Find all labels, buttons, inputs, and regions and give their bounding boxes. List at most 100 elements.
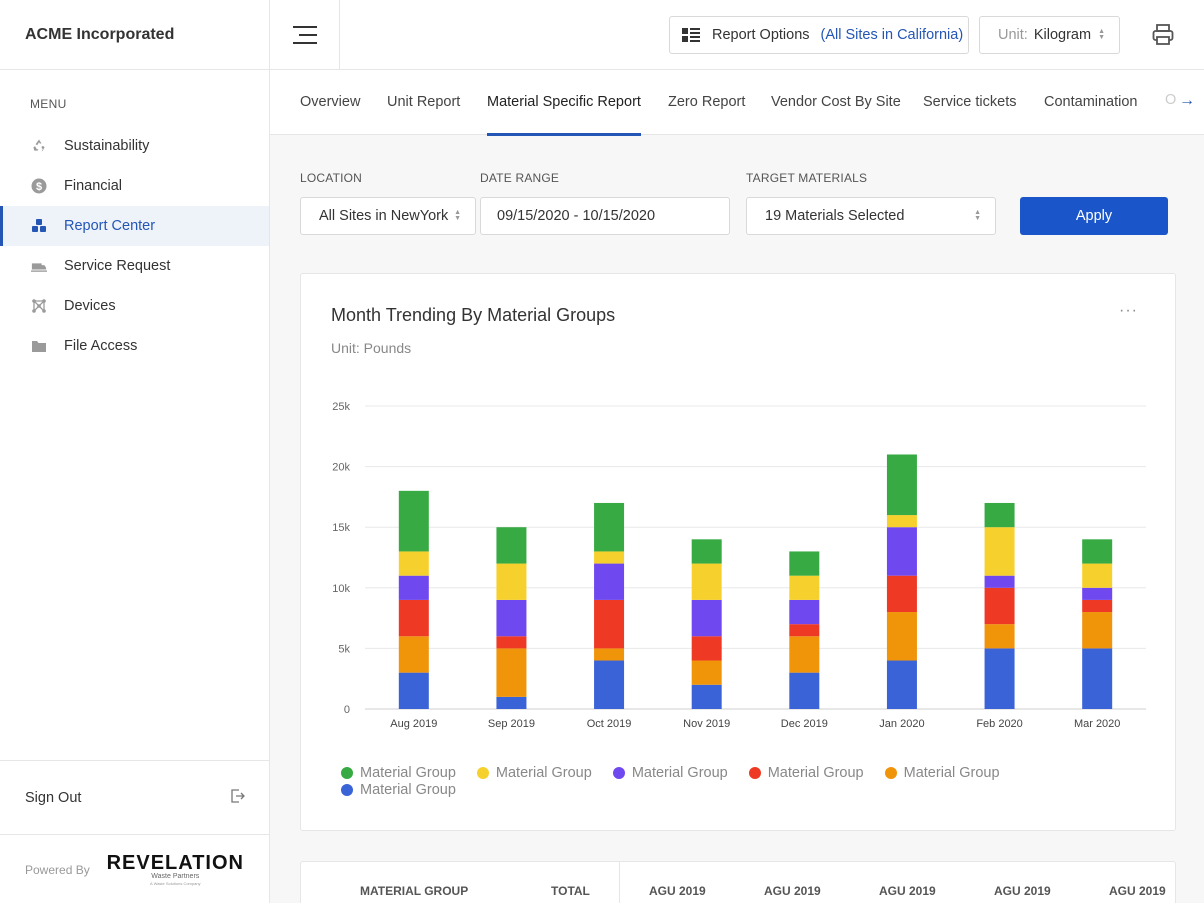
sign-out-button[interactable]: Sign Out (0, 760, 269, 835)
legend-dot-icon (748, 766, 761, 779)
powered-by: Powered By REVELATION Waste Partners A W… (0, 836, 269, 903)
bar-segment[interactable] (789, 575, 820, 600)
table-header: MATERIAL GROUP (360, 884, 469, 898)
tab-material-specific-report[interactable]: Material Specific Report (487, 70, 641, 136)
bar-segment[interactable] (789, 672, 820, 709)
legend-item[interactable]: Material Group (748, 764, 864, 781)
chart-subtitle: Unit: Pounds (331, 340, 412, 356)
location-label: LOCATION (300, 171, 363, 185)
bar-segment[interactable] (594, 563, 625, 600)
sidebar-item-devices[interactable]: Devices (0, 286, 269, 326)
truck-icon (31, 258, 47, 274)
bar-segment[interactable] (886, 454, 917, 516)
printer-icon[interactable] (1152, 23, 1174, 47)
bar-segment[interactable] (789, 599, 820, 625)
bar-segment[interactable] (594, 551, 625, 564)
tab-vendor-cost-by-site[interactable]: Vendor Cost By Site (771, 94, 901, 110)
logo-tagline: Waste Partners (151, 873, 200, 880)
bar-segment[interactable] (594, 660, 625, 709)
bar-segment[interactable] (496, 527, 527, 564)
tab-contamination[interactable]: Contamination (1044, 94, 1138, 110)
bar-segment[interactable] (691, 539, 722, 564)
bar-segment[interactable] (789, 624, 820, 637)
sidebar-item-file-access[interactable]: File Access (0, 326, 269, 366)
bar-segment[interactable] (984, 575, 1015, 588)
bar-segment[interactable] (984, 587, 1015, 625)
bar-segment[interactable] (496, 599, 527, 637)
bar-segment[interactable] (1082, 648, 1113, 709)
sidebar-item-report-center[interactable]: Report Center (0, 206, 269, 246)
bar-segment[interactable] (984, 502, 1015, 528)
sidebar: ACME Incorporated MENU Sustainability $ … (0, 0, 270, 903)
table-divider (619, 862, 620, 903)
unit-key: Unit: (998, 27, 1028, 43)
bar-segment[interactable] (496, 696, 527, 709)
bar-segment[interactable] (496, 648, 527, 697)
tab-overview[interactable]: Overview (300, 94, 361, 110)
apply-button[interactable]: Apply (1020, 197, 1168, 235)
bar-segment[interactable] (1082, 612, 1113, 649)
bar-segment[interactable] (691, 636, 722, 661)
legend-item[interactable]: Material Group (612, 764, 728, 781)
legend-item[interactable]: Material Group (341, 764, 456, 781)
bar-segment[interactable] (398, 672, 429, 709)
legend-item[interactable]: Material Group (341, 781, 456, 798)
report-options-label: Report Options (712, 27, 810, 43)
sidebar-item-sustainability[interactable]: Sustainability (0, 126, 269, 166)
bar-segment[interactable] (984, 527, 1015, 576)
legend-dot-icon (476, 766, 489, 779)
bar-segment[interactable] (789, 636, 820, 673)
location-select[interactable]: All Sites in NewYork ▲ ▼ (300, 197, 476, 235)
legend-dot-icon (341, 766, 353, 779)
bar-segment[interactable] (594, 599, 625, 649)
bar-segment[interactable] (496, 636, 527, 649)
bar-segment[interactable] (984, 624, 1015, 649)
bar-segment[interactable] (886, 515, 917, 528)
list-icon (682, 28, 712, 42)
bar-segment[interactable] (789, 551, 820, 576)
hamburger-menu-icon[interactable] (270, 0, 340, 69)
bar-segment[interactable] (398, 551, 429, 576)
bar-segment[interactable] (398, 636, 429, 673)
unit-select[interactable]: Unit: Kilogram ▲ ▼ (979, 16, 1120, 54)
legend-label: Material Group (360, 781, 456, 798)
topbar: Report Options (All Sites in California)… (270, 0, 1204, 70)
bar-segment[interactable] (398, 490, 429, 552)
legend-item[interactable]: Material Group (476, 764, 592, 781)
bar-segment[interactable] (496, 563, 527, 600)
bar-segment[interactable] (886, 527, 917, 576)
report-options-button[interactable]: Report Options (All Sites in California) (669, 16, 969, 54)
tab-zero-report[interactable]: Zero Report (668, 94, 746, 110)
bar-segment[interactable] (886, 575, 917, 613)
arrow-right-icon[interactable]: → (1179, 92, 1195, 109)
date-range-field[interactable]: 09/15/2020 - 10/15/2020 (480, 197, 730, 235)
bar-segment[interactable] (398, 575, 429, 600)
tab-unit-report[interactable]: Unit Report (387, 94, 461, 110)
more-options-icon[interactable]: ··· (1119, 302, 1138, 319)
x-tick-label: Nov 2019 (683, 718, 730, 730)
tab-service-tickets[interactable]: Service tickets (923, 94, 1017, 110)
bar-segment[interactable] (594, 502, 625, 552)
bar-segment[interactable] (1082, 587, 1113, 600)
bar-segment[interactable] (691, 684, 722, 709)
sidebar-item-financial[interactable]: $ Financial (0, 166, 269, 206)
menu-heading: MENU (30, 97, 67, 111)
powered-by-label: Powered By (25, 862, 90, 877)
revelation-logo: REVELATION Waste Partners A Waste Soluti… (107, 853, 244, 886)
bar-segment[interactable] (398, 599, 429, 637)
sidebar-item-service-request[interactable]: Service Request (0, 246, 269, 286)
target-materials-select[interactable]: 19 Materials Selected ▲ ▼ (746, 197, 996, 235)
tab-overflow[interactable]: O → (1165, 70, 1204, 134)
bar-segment[interactable] (984, 648, 1015, 709)
svg-text:$: $ (36, 181, 42, 193)
bar-segment[interactable] (691, 563, 722, 600)
bar-segment[interactable] (886, 612, 917, 661)
bar-segment[interactable] (691, 660, 722, 685)
bar-segment[interactable] (1082, 539, 1113, 564)
bar-segment[interactable] (691, 599, 722, 637)
bar-segment[interactable] (594, 648, 625, 661)
bar-segment[interactable] (1082, 563, 1113, 588)
bar-segment[interactable] (886, 660, 917, 709)
legend-item[interactable]: Material Group (884, 764, 1000, 781)
bar-segment[interactable] (1082, 599, 1113, 613)
